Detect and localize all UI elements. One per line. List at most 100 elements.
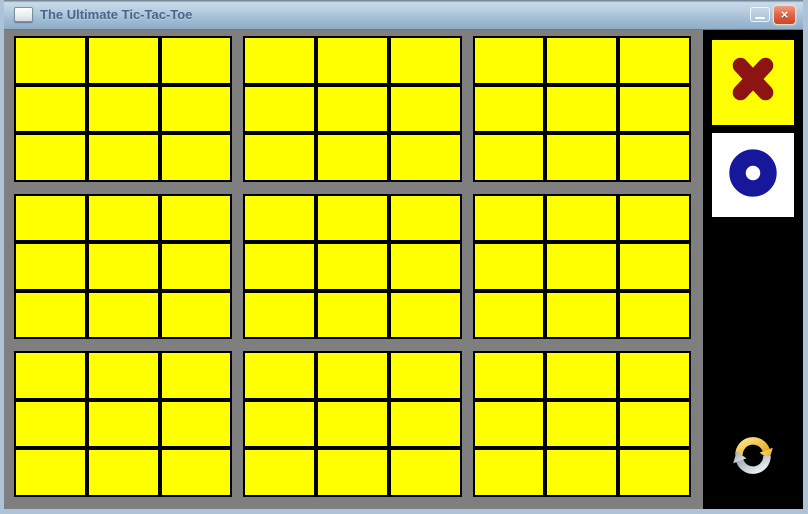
cell-7-5[interactable] <box>388 399 462 449</box>
cell-4-8[interactable] <box>388 290 462 340</box>
cell-3-8[interactable] <box>159 290 233 340</box>
cell-6-3[interactable] <box>14 399 87 449</box>
cell-1-0[interactable] <box>243 36 317 85</box>
cell-7-0[interactable] <box>243 351 317 400</box>
window-title: The Ultimate Tic-Tac-Toe <box>40 7 193 22</box>
cell-2-7[interactable] <box>545 133 619 182</box>
cell-0-4[interactable] <box>86 84 160 134</box>
cell-6-8[interactable] <box>159 448 233 497</box>
cell-5-3[interactable] <box>472 242 546 291</box>
cell-4-7[interactable] <box>316 290 389 340</box>
cell-3-0[interactable] <box>14 193 87 243</box>
cell-2-4[interactable] <box>545 84 619 134</box>
cell-2-6[interactable] <box>472 133 546 182</box>
titlebar: The Ultimate Tic-Tac-Toe × <box>4 0 803 30</box>
refresh-button[interactable] <box>728 431 778 483</box>
cell-8-5[interactable] <box>618 399 691 449</box>
cell-5-1[interactable] <box>545 193 619 243</box>
cell-6-5[interactable] <box>159 399 233 449</box>
cell-4-3[interactable] <box>243 242 317 291</box>
cell-2-0[interactable] <box>472 36 546 85</box>
cell-8-3[interactable] <box>472 399 546 449</box>
cell-5-8[interactable] <box>618 290 691 340</box>
cell-0-0[interactable] <box>14 36 87 85</box>
cell-8-1[interactable] <box>545 351 619 400</box>
cell-3-6[interactable] <box>14 290 87 340</box>
cell-8-6[interactable] <box>472 448 546 497</box>
cell-4-5[interactable] <box>388 242 462 291</box>
cell-6-2[interactable] <box>159 351 233 400</box>
cell-2-8[interactable] <box>618 133 691 182</box>
cell-2-3[interactable] <box>472 84 546 134</box>
cell-3-5[interactable] <box>159 242 233 291</box>
cell-0-6[interactable] <box>14 133 87 182</box>
cell-1-5[interactable] <box>388 84 462 134</box>
cell-5-7[interactable] <box>545 290 619 340</box>
cell-4-0[interactable] <box>243 193 317 243</box>
sidebar <box>703 30 803 509</box>
cell-7-2[interactable] <box>388 351 462 400</box>
cell-1-4[interactable] <box>316 84 389 134</box>
cell-4-4[interactable] <box>316 242 389 291</box>
cell-0-1[interactable] <box>86 36 160 85</box>
cell-5-2[interactable] <box>618 193 691 243</box>
cell-0-8[interactable] <box>159 133 233 182</box>
board-2 <box>472 36 691 182</box>
cell-7-7[interactable] <box>316 448 389 497</box>
cell-7-8[interactable] <box>388 448 462 497</box>
cell-8-7[interactable] <box>545 448 619 497</box>
cell-5-5[interactable] <box>618 242 691 291</box>
cell-0-3[interactable] <box>14 84 87 134</box>
cell-3-4[interactable] <box>86 242 160 291</box>
cell-0-5[interactable] <box>159 84 233 134</box>
cell-6-0[interactable] <box>14 351 87 400</box>
cell-1-8[interactable] <box>388 133 462 182</box>
cell-4-6[interactable] <box>243 290 317 340</box>
cell-7-6[interactable] <box>243 448 317 497</box>
x-mark-icon <box>724 51 782 114</box>
cell-0-2[interactable] <box>159 36 233 85</box>
board-7 <box>243 351 462 497</box>
board-3 <box>14 193 233 340</box>
cell-8-4[interactable] <box>545 399 619 449</box>
board-8 <box>472 351 691 497</box>
window-icon <box>14 7 33 22</box>
cell-3-3[interactable] <box>14 242 87 291</box>
player-x-indicator <box>712 40 794 125</box>
cell-1-1[interactable] <box>316 36 389 85</box>
cell-5-0[interactable] <box>472 193 546 243</box>
refresh-icon <box>728 429 778 486</box>
window-content <box>4 30 803 509</box>
cell-6-7[interactable] <box>86 448 160 497</box>
cell-7-1[interactable] <box>316 351 389 400</box>
cell-2-2[interactable] <box>618 36 691 85</box>
cell-1-7[interactable] <box>316 133 389 182</box>
board-1 <box>243 36 462 182</box>
cell-4-1[interactable] <box>316 193 389 243</box>
cell-7-3[interactable] <box>243 399 317 449</box>
cell-1-2[interactable] <box>388 36 462 85</box>
cell-6-4[interactable] <box>86 399 160 449</box>
board-5 <box>472 193 691 340</box>
cell-6-6[interactable] <box>14 448 87 497</box>
minimize-button[interactable] <box>750 7 770 22</box>
close-button[interactable]: × <box>773 4 796 25</box>
cell-7-4[interactable] <box>316 399 389 449</box>
cell-8-0[interactable] <box>472 351 546 400</box>
cell-4-2[interactable] <box>388 193 462 243</box>
cell-3-7[interactable] <box>86 290 160 340</box>
cell-3-1[interactable] <box>86 193 160 243</box>
cell-8-8[interactable] <box>618 448 691 497</box>
cell-1-3[interactable] <box>243 84 317 134</box>
cell-1-6[interactable] <box>243 133 317 182</box>
cell-5-6[interactable] <box>472 290 546 340</box>
cell-6-1[interactable] <box>86 351 160 400</box>
cell-5-4[interactable] <box>545 242 619 291</box>
cell-2-5[interactable] <box>618 84 691 134</box>
cell-8-2[interactable] <box>618 351 691 400</box>
cell-2-1[interactable] <box>545 36 619 85</box>
board-4 <box>243 193 462 340</box>
cell-3-2[interactable] <box>159 193 233 243</box>
cell-0-7[interactable] <box>86 133 160 182</box>
